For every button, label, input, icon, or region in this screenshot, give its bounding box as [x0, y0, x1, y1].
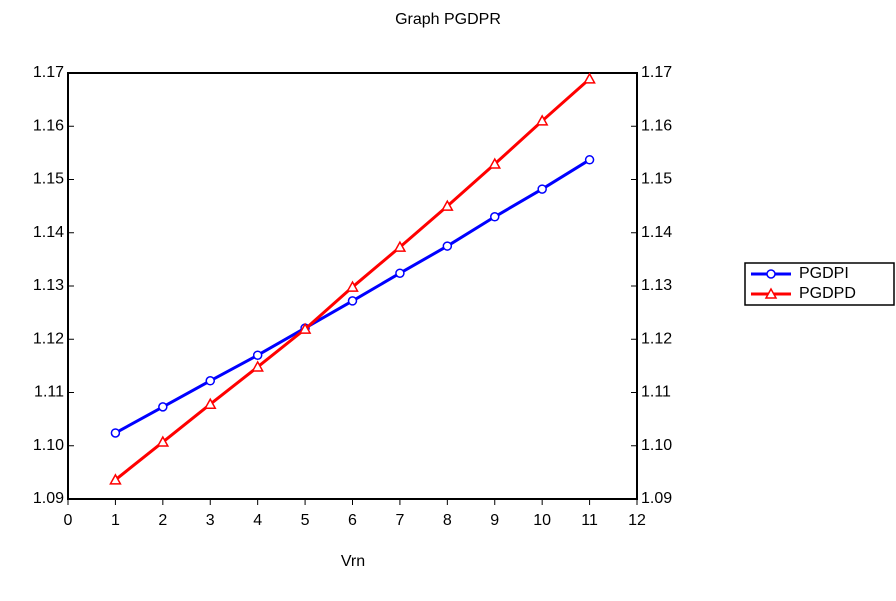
- y-tick-label: 1.11: [34, 384, 64, 401]
- triangle-marker: [298, 322, 312, 334]
- y-tick-label: 1.10: [33, 437, 64, 454]
- legend-label: PGDPD: [799, 285, 856, 302]
- x-tick-label: 12: [628, 512, 646, 529]
- y2-tick-label: 1.15: [641, 171, 672, 188]
- y-tick-label: 1.15: [33, 171, 64, 188]
- y-tick-label: 1.09: [33, 490, 64, 507]
- triangle-marker: [251, 360, 264, 372]
- x-tick-label: 11: [581, 512, 598, 529]
- triangle-marker: [109, 473, 122, 485]
- y2-tick-label: 1.11: [641, 384, 671, 401]
- triangle-marker: [441, 199, 454, 211]
- y-tick-label: 1.14: [33, 224, 64, 241]
- circle-marker: [205, 376, 215, 386]
- circle-marker: [537, 184, 547, 194]
- triangle-marker: [535, 114, 549, 126]
- x-tick-label: 1: [111, 512, 120, 529]
- circle-marker: [766, 269, 776, 279]
- y2-tick-label: 1.10: [641, 437, 672, 454]
- circle-marker: [584, 155, 595, 165]
- triangle-marker: [488, 157, 502, 169]
- y2-tick-label: 1.13: [641, 277, 672, 294]
- circle-marker: [490, 212, 500, 222]
- triangle-marker: [346, 280, 359, 292]
- y-tick-label: 1.13: [33, 277, 64, 294]
- x-tick-label: 10: [533, 512, 551, 529]
- x-axis-label: Vrn: [341, 553, 365, 570]
- triangle-marker: [203, 397, 217, 409]
- y2-tick-label: 1.16: [641, 117, 672, 134]
- y-tick-label: 1.12: [33, 330, 64, 347]
- circle-marker: [110, 428, 121, 438]
- chart-title: Graph PGDPR: [395, 11, 501, 28]
- y2-tick-label: 1.09: [641, 490, 672, 507]
- y-tick-label: 1.16: [33, 117, 64, 134]
- x-tick-label: 2: [158, 512, 167, 529]
- triangle-marker: [393, 240, 407, 252]
- x-tick-label: 7: [395, 512, 404, 529]
- legend-label: PGDPI: [799, 265, 849, 282]
- x-tick-label: 9: [490, 512, 499, 529]
- y2-tick-label: 1.12: [641, 330, 672, 347]
- series-line: [114, 77, 591, 482]
- x-tick-label: 4: [253, 512, 262, 529]
- y2-tick-label: 1.17: [641, 64, 672, 81]
- x-tick-label: 8: [443, 512, 452, 529]
- y2-tick-label: 1.14: [641, 224, 672, 241]
- triangle-marker: [764, 287, 778, 299]
- triangle-marker: [156, 435, 170, 447]
- x-tick-label: 5: [301, 512, 310, 529]
- circle-marker: [347, 296, 358, 306]
- triangle-marker: [583, 72, 596, 84]
- x-tick-label: 6: [348, 512, 357, 529]
- x-tick-label: 0: [64, 512, 73, 529]
- y-tick-label: 1.17: [33, 64, 64, 81]
- circle-marker: [395, 268, 405, 278]
- x-tick-label: 3: [206, 512, 215, 529]
- circle-marker: [158, 402, 168, 412]
- circle-marker: [252, 350, 263, 360]
- circle-marker: [442, 241, 453, 251]
